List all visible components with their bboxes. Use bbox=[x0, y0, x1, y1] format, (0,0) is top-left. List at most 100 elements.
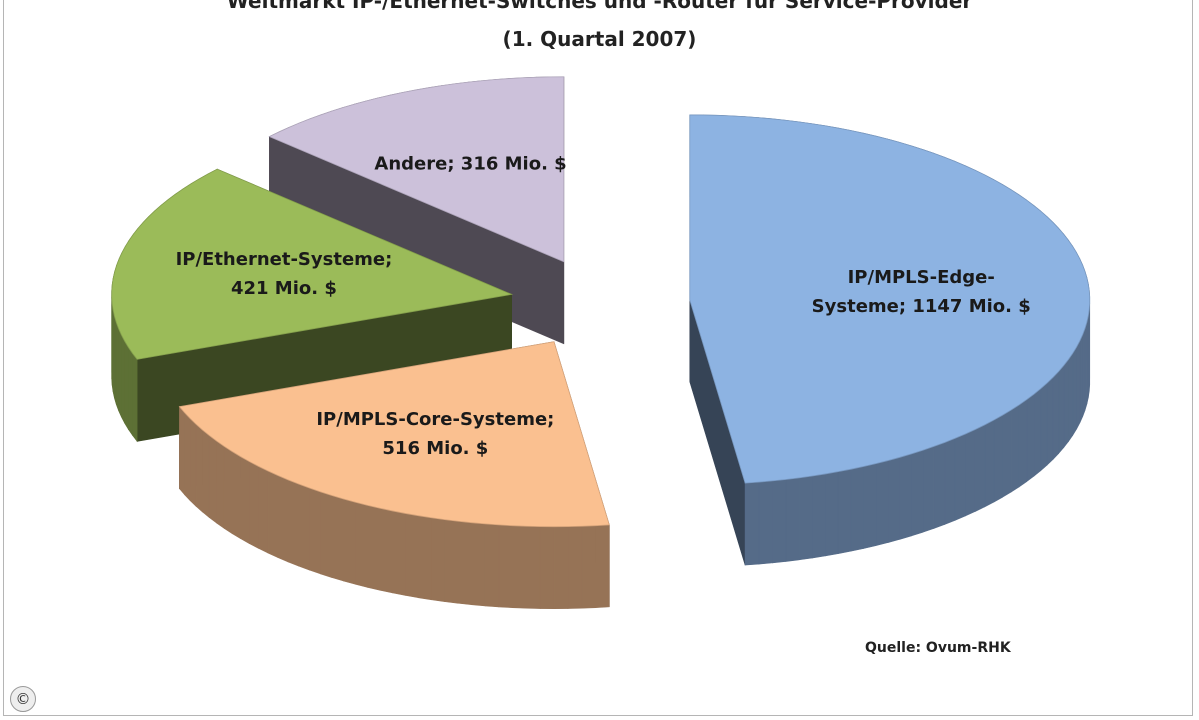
slice-side bbox=[1068, 352, 1074, 443]
slice-side bbox=[258, 465, 269, 554]
source-note: Quelle: Ovum-RHK bbox=[865, 640, 1011, 656]
data-label: IP/Ethernet-Systeme; 421 Mio. $ bbox=[175, 248, 393, 299]
slice-side bbox=[850, 466, 864, 552]
slice-side bbox=[758, 480, 773, 565]
slice-top bbox=[689, 114, 1091, 484]
slice-side bbox=[343, 498, 356, 585]
slice-side bbox=[798, 475, 813, 561]
slice-side bbox=[202, 429, 210, 519]
slice-side bbox=[993, 414, 1003, 503]
slice-side bbox=[974, 424, 986, 512]
slice-side bbox=[444, 519, 459, 604]
slice-side bbox=[392, 510, 406, 596]
slice-side bbox=[417, 515, 432, 601]
slice-side bbox=[484, 523, 500, 608]
slice-side bbox=[128, 346, 133, 437]
slice bbox=[111, 168, 514, 443]
slice-side bbox=[379, 507, 393, 594]
slice-side bbox=[184, 411, 191, 502]
slice-side bbox=[498, 524, 513, 608]
slice-side bbox=[121, 334, 125, 424]
slice-side bbox=[812, 473, 826, 559]
slice-side bbox=[405, 513, 419, 599]
slice-side bbox=[1026, 393, 1035, 483]
slice bbox=[178, 341, 610, 609]
chart-subtitle: (1. Quartal 2007) bbox=[502, 27, 697, 51]
slice-side bbox=[320, 491, 333, 578]
slice-side bbox=[457, 520, 472, 606]
slice-side bbox=[954, 433, 966, 521]
slice-side bbox=[1058, 364, 1065, 455]
slice-side bbox=[1010, 404, 1020, 493]
slice-side bbox=[567, 525, 583, 609]
slice-side bbox=[331, 495, 344, 582]
slice-side bbox=[367, 504, 381, 591]
slice-side bbox=[249, 461, 259, 549]
slice-side bbox=[195, 423, 203, 513]
slice-top bbox=[178, 341, 610, 528]
slice-side bbox=[1063, 358, 1069, 449]
slice-side bbox=[595, 524, 610, 608]
slice-side bbox=[277, 475, 289, 563]
slice-side bbox=[124, 340, 129, 431]
slice-side bbox=[1079, 334, 1083, 424]
slice-side bbox=[309, 487, 321, 575]
slice-side bbox=[471, 522, 486, 607]
slice-side bbox=[115, 322, 119, 411]
slice-side bbox=[1046, 376, 1054, 466]
slice-side bbox=[231, 450, 241, 540]
slice-side bbox=[298, 483, 310, 571]
slice-side bbox=[240, 456, 250, 545]
slice-side bbox=[1002, 409, 1012, 498]
slice-side bbox=[216, 440, 225, 529]
slice-side bbox=[512, 525, 527, 609]
slice-side bbox=[825, 471, 839, 557]
slice-side bbox=[118, 328, 122, 418]
slice-side bbox=[944, 437, 956, 525]
slice-side bbox=[553, 526, 569, 609]
chart-frame bbox=[3, 0, 1193, 716]
slice-side bbox=[744, 481, 760, 566]
slice-side bbox=[223, 445, 233, 535]
slice-side bbox=[267, 470, 279, 559]
slice-side bbox=[984, 419, 995, 508]
slice-side bbox=[899, 453, 912, 540]
slice-side bbox=[179, 405, 185, 496]
slice-side bbox=[355, 501, 368, 588]
slice-side bbox=[1052, 370, 1060, 460]
chart-title: Weltmarkt IP-/Ethernet-Switches und -Rou… bbox=[226, 0, 973, 13]
slice-side bbox=[1076, 340, 1081, 430]
slice-side bbox=[1082, 328, 1086, 417]
slice-side bbox=[539, 526, 555, 609]
slice-side bbox=[772, 479, 787, 564]
slice-side bbox=[785, 477, 800, 562]
slice-side bbox=[887, 456, 901, 543]
slice-side bbox=[431, 517, 445, 602]
slice-side bbox=[189, 417, 197, 507]
slice-side bbox=[132, 352, 138, 443]
copyright-badge: © bbox=[10, 686, 36, 712]
slice-side bbox=[1018, 399, 1028, 488]
slice-top bbox=[111, 168, 514, 360]
slice-side bbox=[1033, 387, 1042, 477]
slice-side bbox=[875, 460, 889, 547]
slice-side bbox=[581, 525, 596, 609]
data-label: IP/MPLS-Core-Systeme; 516 Mio. $ bbox=[316, 408, 555, 459]
slice bbox=[268, 76, 565, 345]
slice-side bbox=[933, 442, 946, 529]
slice-side bbox=[863, 463, 877, 549]
data-label: Andere; 316 Mio. $ bbox=[374, 153, 567, 175]
slice-side bbox=[1040, 382, 1048, 472]
slice bbox=[689, 114, 1091, 566]
slice-side bbox=[208, 434, 217, 524]
slice-side bbox=[911, 449, 924, 537]
slice-side bbox=[837, 468, 852, 555]
slice-side bbox=[287, 479, 299, 567]
data-label: IP/MPLS-Edge-Systeme; 1147 Mio. $ bbox=[811, 267, 1031, 318]
slice-top bbox=[268, 76, 565, 263]
slice-side bbox=[526, 525, 541, 609]
slice-side bbox=[965, 429, 976, 517]
slice-side bbox=[1072, 346, 1077, 437]
